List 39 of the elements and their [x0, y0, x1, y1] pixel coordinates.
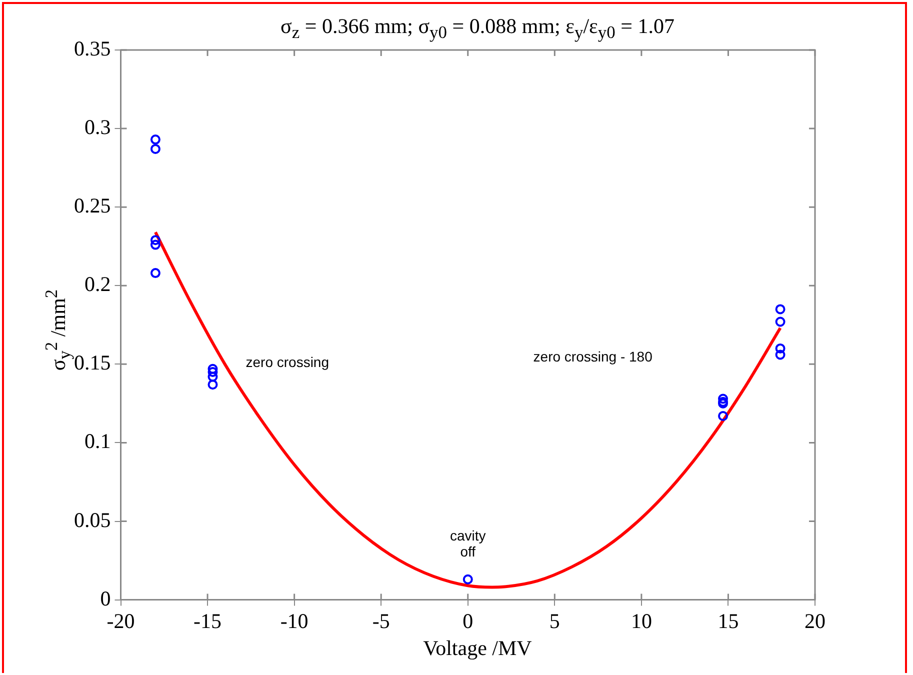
y-tick-label: 0	[100, 586, 111, 610]
point	[150, 134, 160, 145]
y-tick-label: 0.1	[84, 429, 111, 454]
y-tick-label: 0.25	[74, 194, 111, 218]
point	[150, 268, 160, 278]
x-tick-label: 10	[630, 608, 652, 633]
point	[775, 316, 786, 327]
point	[718, 394, 728, 404]
y-tick-label: 0.05	[74, 508, 111, 532]
point	[150, 144, 160, 154]
x-tick-label: 20	[804, 608, 826, 633]
point	[775, 304, 786, 314]
y-tick-label: 0.3	[84, 115, 111, 140]
line-series	[154, 230, 782, 589]
x-tick-label: -20	[106, 608, 135, 633]
point	[150, 240, 160, 250]
point	[208, 367, 218, 378]
point	[775, 350, 786, 360]
x-tick-label: -15	[194, 608, 222, 633]
point	[208, 380, 218, 390]
x-tick-label: 15	[718, 608, 739, 633]
point	[208, 364, 218, 374]
point	[775, 343, 786, 354]
point	[150, 235, 160, 246]
y-tick-label: 0.2	[84, 272, 111, 296]
x-tick-label: 5	[549, 608, 560, 633]
point	[462, 574, 473, 584]
annotation: cavity off	[450, 528, 486, 560]
point	[208, 372, 218, 382]
y-tick-label: 0.15	[74, 350, 111, 375]
x-tick-label: -10	[280, 608, 308, 633]
x-axis-title: Voltage /MV	[422, 636, 533, 661]
x-tick-label: -5	[372, 608, 390, 633]
x-tick-label: 0	[462, 608, 474, 633]
annotation: zero crossing	[246, 354, 330, 370]
chart-title: σ$_{z}$ = 0.366 mm; σ$_{y0}$ = 0.088 mm; ε$_{y}$/ε$_{y0}$ = 1.07	[280, 14, 674, 42]
annotation: zero crossing - 180	[533, 348, 653, 365]
y-tick-label: 0.35	[74, 36, 111, 61]
point	[718, 411, 728, 422]
